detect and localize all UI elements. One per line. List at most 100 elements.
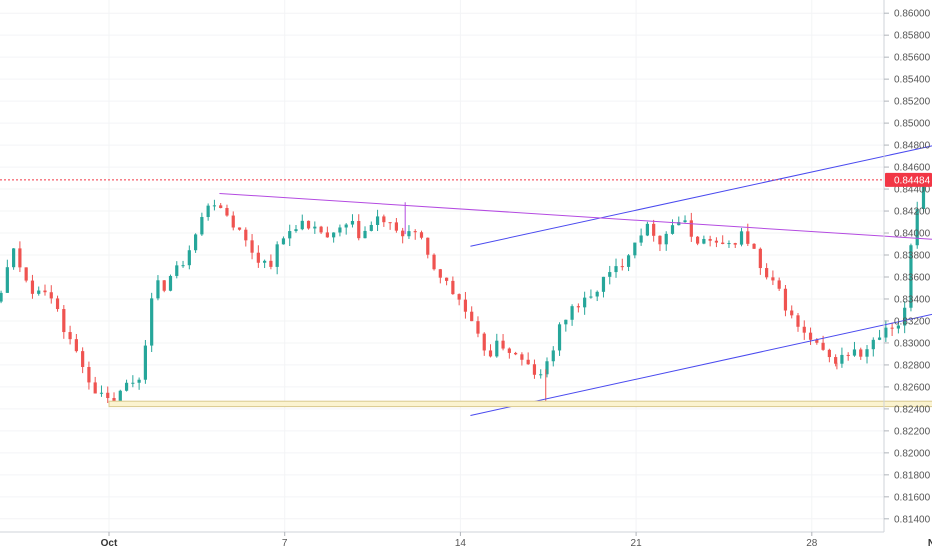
candle-body — [451, 280, 455, 295]
candle-body — [890, 327, 894, 329]
candle-body — [294, 229, 298, 232]
candle-body — [118, 390, 122, 402]
candle-body — [639, 235, 643, 243]
candle-body — [5, 267, 9, 293]
candle-body — [821, 342, 825, 350]
candle-body — [24, 267, 28, 281]
candle-body — [815, 339, 819, 343]
candle-body — [12, 248, 16, 268]
candle-body — [168, 275, 173, 291]
y-tick-label: 0.85600 — [894, 53, 931, 64]
x-tick-label: 21 — [631, 538, 643, 549]
candle-body — [438, 269, 442, 278]
drawings — [108, 85, 932, 416]
candle-body — [181, 265, 185, 267]
candle-body — [124, 382, 129, 391]
candle-body — [106, 392, 110, 399]
candle-body — [350, 220, 355, 225]
candle-body — [463, 299, 468, 312]
candle-body — [319, 226, 323, 233]
candle-body — [37, 290, 41, 294]
candle-body — [746, 231, 750, 244]
candle-body — [514, 352, 518, 355]
candle-body — [645, 223, 649, 236]
candle-body — [162, 280, 166, 291]
candle-body — [470, 311, 474, 322]
candle-body — [721, 242, 725, 244]
candle-body — [783, 288, 788, 311]
y-tick-label: 0.84200 — [894, 207, 931, 218]
candle-body — [507, 348, 511, 353]
candle-body — [802, 326, 806, 333]
candle-body — [670, 225, 675, 234]
candle-body — [877, 337, 882, 340]
y-axis: 0.86000 0.85800 0.85600 0.85400 0.85200 0.850… — [884, 9, 931, 525]
candle-body — [733, 243, 737, 245]
candle-body — [921, 180, 926, 210]
candle-body — [426, 237, 430, 255]
candle-body — [488, 350, 493, 357]
y-tick-label: 0.83200 — [894, 316, 931, 327]
current-price-tag — [885, 172, 932, 187]
current-price-label: 0.84484 — [894, 175, 931, 186]
candle-body — [432, 254, 436, 270]
triangle-resistance-line[interactable] — [219, 192, 932, 252]
candle-body — [526, 359, 530, 365]
candle-body — [583, 297, 587, 308]
grid — [0, 0, 884, 532]
candle-body — [313, 226, 317, 229]
candle-body — [765, 268, 769, 278]
candle-body — [790, 310, 794, 316]
support-zone[interactable] — [108, 400, 932, 408]
x-tick-label: 28 — [806, 538, 818, 549]
candle-body — [200, 217, 204, 235]
candle-body — [444, 277, 449, 281]
candle-body — [896, 325, 900, 329]
candle-body — [557, 324, 562, 351]
candle-body — [357, 220, 361, 239]
candle-body — [131, 382, 135, 384]
candle-body — [589, 296, 593, 298]
x-axis: Oct7142128Nov111825 — [101, 532, 932, 549]
candle-body — [702, 238, 706, 244]
candle-body — [382, 216, 386, 223]
candle-body — [112, 398, 116, 402]
candle-body — [846, 354, 850, 356]
y-tick-label: 0.83800 — [894, 251, 931, 262]
candle-body — [344, 224, 348, 228]
y-tick-label: 0.82800 — [894, 360, 931, 371]
candle-body — [532, 364, 537, 375]
candle-body — [758, 248, 762, 269]
candle-body — [852, 349, 857, 356]
y-tick-label: 0.84400 — [894, 185, 931, 196]
y-tick-label: 0.81600 — [894, 492, 931, 503]
candle-body — [225, 208, 229, 216]
channel-lower-line[interactable] — [470, 253, 932, 416]
candle-body — [300, 220, 304, 230]
candle-body — [244, 229, 248, 241]
candle-body — [476, 321, 480, 334]
candle-body — [633, 242, 637, 256]
candle-body — [237, 227, 242, 230]
channel-upper-line[interactable] — [470, 85, 932, 247]
y-tick-label: 0.82400 — [894, 404, 931, 415]
candle-body — [520, 354, 524, 360]
candle-body — [695, 236, 700, 244]
candle-body — [87, 366, 91, 383]
candle-body — [652, 223, 656, 236]
candle-body — [49, 292, 53, 299]
y-tick-label: 0.85200 — [894, 97, 931, 108]
current-price: 0.84484 — [0, 172, 932, 187]
candle-body — [156, 280, 160, 299]
candle-body — [269, 260, 273, 267]
y-tick-label: 0.85800 — [894, 31, 931, 42]
candle-body — [18, 248, 22, 268]
candle-body — [55, 298, 60, 310]
candle-body — [68, 332, 72, 340]
x-tick-label: 14 — [455, 538, 467, 549]
candle-body — [771, 277, 775, 281]
candle-body — [338, 227, 342, 233]
